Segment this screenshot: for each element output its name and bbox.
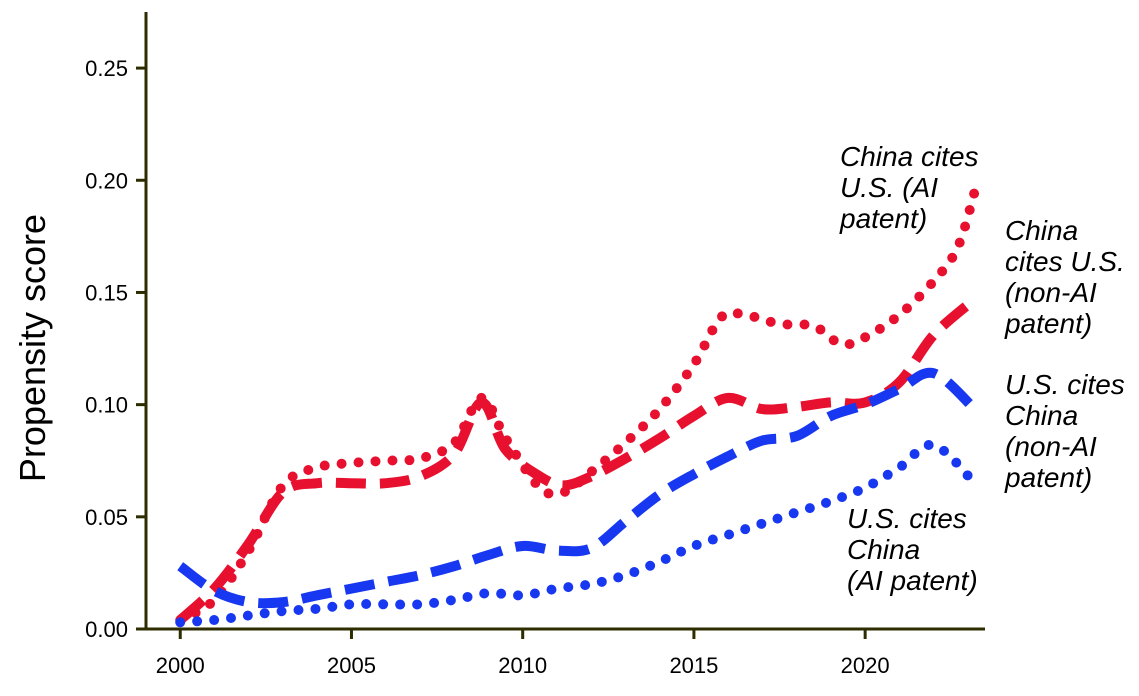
y-axis-title: Propensity score [12, 214, 53, 482]
x-tick-label: 2000 [156, 653, 205, 678]
y-tick-label: 0.15 [85, 280, 128, 305]
series-china-cites-us-ai [175, 186, 980, 625]
x-tick-label: 2015 [669, 653, 718, 678]
x-tick-label: 2020 [841, 653, 890, 678]
y-tick-label: 0.00 [85, 617, 128, 642]
series-layer [175, 186, 980, 628]
annotation-us-cites-china-ai: U.S. cites China (AI patent) [847, 503, 978, 596]
y-tick-label: 0.05 [85, 505, 128, 530]
axes-layer [144, 12, 985, 631]
x-tick-label: 2005 [327, 653, 376, 678]
annotation-us-cites-china-nonai: U.S. cites China (non-AI patent) [1004, 369, 1133, 493]
series-us-cites-china-nonai [177, 367, 979, 609]
x-tick-label: 2010 [498, 653, 547, 678]
annotation-china-cites-us-ai: China cites U.S. (AI patent) [839, 141, 986, 234]
y-tick-label: 0.10 [85, 393, 128, 418]
series-us-cites-china-ai [175, 439, 980, 628]
ticks-layer: 0.00 0.05 0.10 0.15 0.20 0.25 2000 2005 2010 2015… [85, 56, 889, 678]
y-tick-label: 0.25 [85, 56, 128, 81]
y-tick-label: 0.20 [85, 168, 128, 193]
annotation-china-cites-us-nonai: China cites U.S. (non-AI patent) [1004, 215, 1133, 339]
series-china-cites-us-nonai [176, 295, 979, 624]
